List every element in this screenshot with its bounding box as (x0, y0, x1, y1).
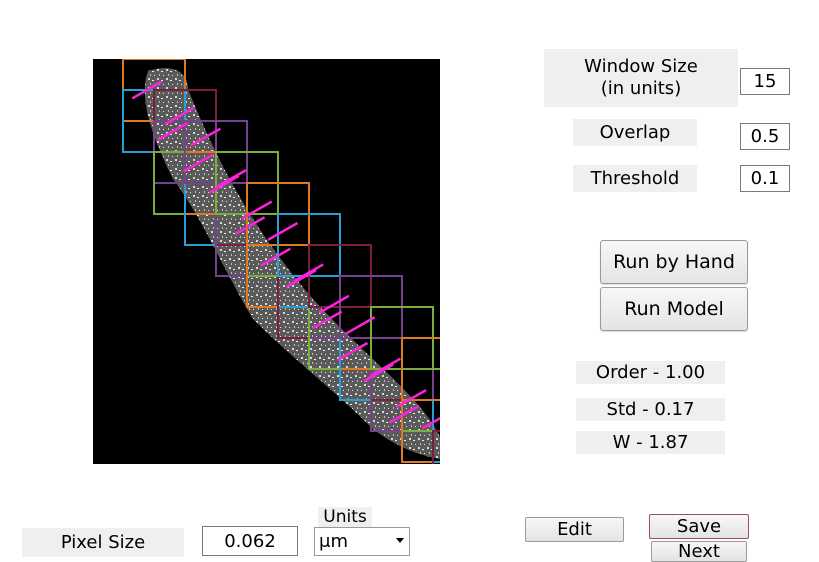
threshold-field[interactable]: 0.1 (740, 165, 790, 192)
order-result: Order - 1.00 (576, 361, 725, 384)
w-result: W - 1.87 (576, 431, 725, 454)
orientation-vector (318, 294, 350, 314)
orientation-vector (157, 121, 189, 141)
orientation-vector (293, 263, 324, 283)
analysis-window (432, 430, 440, 464)
orientation-vector (363, 363, 394, 383)
edit-button[interactable]: Edit (525, 517, 624, 542)
run-model-button[interactable]: Run Model (600, 287, 748, 331)
specimen-shape (144, 68, 440, 459)
orientation-vector (208, 174, 240, 194)
window-size-label: Window Size (in units) (544, 49, 738, 107)
orientation-vector (370, 357, 401, 377)
image-overlay (122, 59, 440, 464)
orientation-vector (131, 80, 163, 100)
orientation-vector (234, 216, 266, 236)
next-button[interactable]: Next (651, 541, 747, 562)
units-label: Units (318, 507, 372, 527)
units-select[interactable]: μm (314, 527, 410, 556)
overlap-label: Overlap (573, 119, 697, 146)
pixel-size-label: Pixel Size (22, 528, 184, 557)
image-panel[interactable] (93, 59, 440, 464)
orientation-vector (337, 341, 369, 361)
run-by-hand-button[interactable]: Run by Hand (600, 240, 748, 284)
orientation-vector (311, 310, 343, 330)
units-selected-value: μm (319, 531, 348, 552)
chevron-down-icon (396, 538, 404, 543)
orientation-vector (388, 404, 420, 424)
threshold-label: Threshold (573, 165, 697, 192)
orientation-vector (267, 221, 299, 241)
overlap-field[interactable]: 0.5 (740, 123, 790, 150)
orientation-vector (190, 127, 221, 147)
orientation-vector (260, 247, 291, 267)
orientation-vector (183, 153, 214, 173)
window-size-field[interactable]: 15 (740, 68, 790, 95)
std-result: Std - 0.17 (576, 398, 725, 421)
orientation-vector (241, 200, 273, 220)
orientation-vector (395, 389, 427, 409)
orientation-vector (344, 316, 376, 336)
pixel-size-field[interactable]: 0.062 (202, 526, 298, 556)
orientation-vector (421, 416, 440, 430)
orientation-vector (215, 169, 247, 189)
save-button[interactable]: Save (649, 514, 749, 539)
analysis-window (401, 337, 440, 401)
orientation-vector (164, 106, 196, 126)
orientation-vector (285, 269, 317, 289)
